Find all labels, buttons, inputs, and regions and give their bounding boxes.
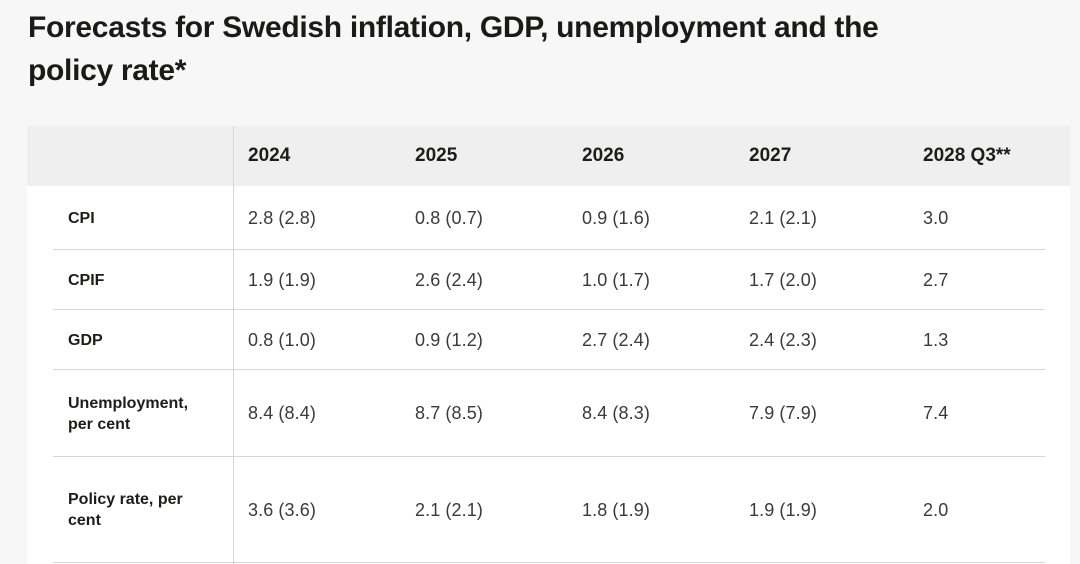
cell-cpif-2025: 2.6 (2.4) bbox=[415, 269, 483, 290]
row-label-cpif: CPIF bbox=[68, 271, 105, 289]
row-divider bbox=[53, 456, 1045, 457]
cell-cpif-2028: 2.7 bbox=[923, 269, 949, 290]
cell-policy-rate-2024: 3.6 (3.6) bbox=[248, 499, 316, 520]
cell-policy-rate-2025: 2.1 (2.1) bbox=[415, 499, 483, 520]
cell-cpi-2027: 2.1 (2.1) bbox=[749, 207, 817, 228]
table-row-cpif: CPIF 1.9 (1.9) 2.6 (2.4) 1.0 (1.7) 1.7 (… bbox=[27, 250, 1070, 310]
cell-gdp-2026: 2.7 (2.4) bbox=[582, 329, 650, 350]
table-row-gdp: GDP 0.8 (1.0) 0.9 (1.2) 2.7 (2.4) 2.4 (2… bbox=[27, 310, 1070, 370]
cell-gdp-2025: 0.9 (1.2) bbox=[415, 329, 483, 350]
table-row-policy-rate: Policy rate, per cent 3.6 (3.6) 2.1 (2.1… bbox=[27, 457, 1070, 563]
page-title: Forecasts for Swedish inflation, GDP, un… bbox=[28, 6, 879, 92]
page-title-line2: policy rate* bbox=[28, 54, 187, 87]
row-divider bbox=[53, 249, 1045, 250]
cell-policy-rate-2027: 1.9 (1.9) bbox=[749, 499, 817, 520]
row-label-cpi: CPI bbox=[68, 209, 95, 227]
cell-cpif-2024: 1.9 (1.9) bbox=[248, 269, 316, 290]
table-row-cpi: CPI 2.8 (2.8) 0.8 (0.7) 0.9 (1.6) 2.1 (2… bbox=[27, 186, 1070, 250]
cell-cpi-2024: 2.8 (2.8) bbox=[248, 207, 316, 228]
header-cell-2024: 2024 bbox=[248, 145, 291, 166]
row-divider bbox=[53, 369, 1045, 370]
cell-policy-rate-2026: 1.8 (1.9) bbox=[582, 499, 650, 520]
cell-policy-rate-2028: 2.0 bbox=[923, 499, 949, 520]
cell-unemployment-2027: 7.9 (7.9) bbox=[749, 403, 817, 423]
row-divider bbox=[53, 562, 1045, 563]
header-cell-2028-q3: 2028 Q3** bbox=[923, 145, 1011, 166]
cell-gdp-2028: 1.3 bbox=[923, 329, 949, 350]
cell-unemployment-2024: 8.4 (8.4) bbox=[248, 403, 316, 423]
cell-cpif-2027: 1.7 (2.0) bbox=[749, 269, 817, 290]
column-divider-line bbox=[233, 126, 234, 564]
row-divider bbox=[53, 309, 1045, 310]
cell-cpi-2025: 0.8 (0.7) bbox=[415, 207, 483, 228]
header-cell-2027: 2027 bbox=[749, 145, 792, 166]
cell-cpi-2028: 3.0 bbox=[923, 207, 949, 228]
forecast-table: 2024 2025 2026 2027 2028 Q3** CPI 2.8 (2… bbox=[27, 126, 1070, 564]
row-label-unemployment: Unemployment, per cent bbox=[68, 394, 189, 433]
cell-unemployment-2026: 8.4 (8.3) bbox=[582, 403, 650, 423]
page-title-line1: Forecasts for Swedish inflation, GDP, un… bbox=[28, 11, 879, 44]
header-cell-2025: 2025 bbox=[415, 145, 458, 166]
cell-gdp-2024: 0.8 (1.0) bbox=[248, 329, 316, 350]
cell-unemployment-2025: 8.7 (8.5) bbox=[415, 403, 483, 423]
header-cell-2026: 2026 bbox=[582, 145, 625, 166]
table-row-unemployment: Unemployment, per cent 8.4 (8.4) 8.7 (8.… bbox=[27, 370, 1070, 457]
table-header-row: 2024 2025 2026 2027 2028 Q3** bbox=[27, 126, 1070, 186]
cell-unemployment-2028: 7.4 bbox=[923, 403, 949, 423]
cell-cpif-2026: 1.0 (1.7) bbox=[582, 269, 650, 290]
cell-gdp-2027: 2.4 (2.3) bbox=[749, 329, 817, 350]
row-label-policy-rate: Policy rate, per cent bbox=[68, 491, 183, 529]
row-label-gdp: GDP bbox=[68, 331, 103, 349]
cell-cpi-2026: 0.9 (1.6) bbox=[582, 207, 650, 228]
